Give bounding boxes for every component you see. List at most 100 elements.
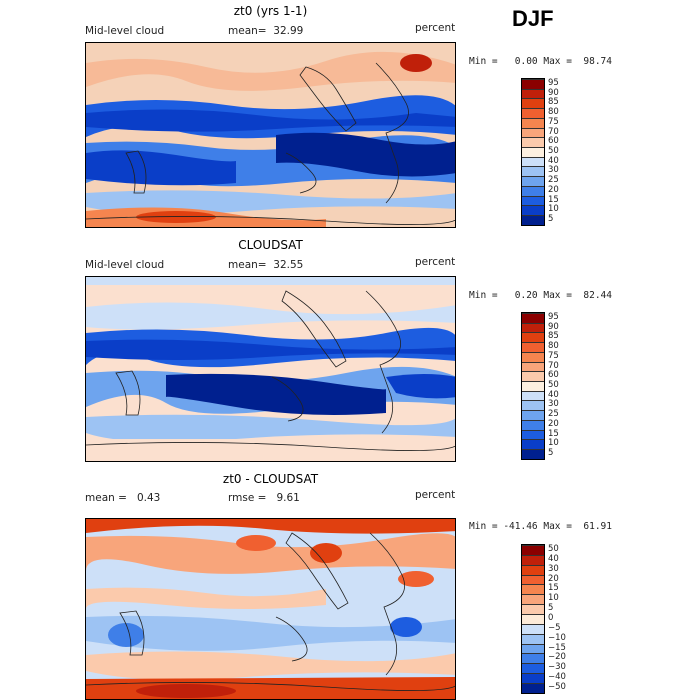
colorbar-tick-label: 80	[548, 341, 559, 352]
units-label: percent	[415, 489, 456, 501]
colorbar-swatch	[522, 604, 544, 615]
colorbar-tick-label: 10	[548, 438, 559, 449]
colorbar-tick-label: −20	[548, 652, 566, 663]
stat-label: rmse =	[228, 492, 267, 504]
colorbar-tick-label: 60	[548, 370, 559, 381]
colorbar-swatch	[522, 205, 544, 216]
stat-value: 32.55	[273, 259, 304, 271]
colorbar-swatch	[522, 381, 544, 391]
colorbar-tick-label: 75	[548, 350, 559, 361]
colorbar-tick-label: −5	[548, 622, 561, 633]
colorbar-tick-label: 85	[548, 331, 559, 342]
colorbar-swatch	[522, 683, 544, 693]
colorbar-swatch	[522, 156, 544, 167]
colorbar-tick-label: 50	[548, 543, 559, 554]
min-max-readout: Min = -41.46 Max = 61.91	[469, 521, 612, 532]
colorbar-tick-label: 95	[548, 77, 559, 88]
colorbar-tick-label: 10	[548, 204, 559, 215]
colorbar-swatch	[522, 176, 544, 186]
colorbar-swatch	[522, 449, 544, 459]
colorbar-tick-label: 60	[548, 136, 559, 147]
colorbar-swatch	[522, 643, 544, 654]
colorbar-tick-label: −30	[548, 662, 566, 673]
colorbar-tick-label: −10	[548, 632, 566, 643]
panel-model: zt0 (yrs 1-1) Mid-level cloud mean= 32.9…	[0, 0, 700, 232]
colorbar-swatch	[522, 390, 544, 401]
colorbar-swatch	[522, 633, 544, 644]
colorbar-tick-label: 15	[548, 194, 559, 205]
min-max-readout: Min = 0.20 Max = 82.44	[469, 290, 612, 301]
colorbar-swatch	[522, 361, 544, 372]
map-field-svg	[86, 43, 455, 227]
colorbar-swatch	[522, 195, 544, 206]
colorbar-swatch	[522, 614, 544, 624]
colorbar-swatch	[522, 166, 544, 177]
colorbar-swatch	[522, 351, 544, 362]
colorbar-tick-label: 5	[548, 448, 554, 459]
stat-label: mean=	[228, 259, 267, 271]
stat-label: mean=	[228, 25, 267, 37]
colorbar-swatch	[522, 79, 544, 89]
colorbar-tick-label: 90	[548, 321, 559, 332]
colorbar	[521, 312, 545, 460]
colorbar-swatch	[522, 215, 544, 225]
colorbar-tick-label: 40	[548, 155, 559, 166]
colorbar-tick-label: 95	[548, 311, 559, 322]
colorbar-tick-label: 30	[548, 563, 559, 574]
colorbar-tick-label: 70	[548, 126, 559, 137]
colorbar-swatch	[522, 584, 544, 595]
colorbar-swatch	[522, 623, 544, 634]
variable-label: Mid-level cloud	[85, 259, 165, 271]
colorbar-swatch	[522, 410, 544, 420]
mean-label: mean = 0.43	[85, 492, 160, 504]
colorbar-swatch	[522, 117, 544, 128]
mean-label: mean= 32.99	[228, 25, 303, 37]
variable-value: 0.43	[136, 492, 161, 504]
colorbar-tick-label: 25	[548, 175, 559, 186]
map-field-svg	[86, 277, 455, 461]
colorbar-tick-label: 50	[548, 380, 559, 390]
colorbar-swatch	[522, 439, 544, 450]
colorbar-swatch	[522, 663, 544, 674]
panel-difference: zt0 - CLOUDSAT mean = 0.43 rmse = 9.61 p…	[0, 468, 700, 700]
colorbar-swatch	[522, 554, 544, 565]
colorbar-swatch	[522, 88, 544, 99]
colorbar-swatch	[522, 322, 544, 333]
colorbar-swatch	[522, 127, 544, 138]
rmse-label: rmse = 9.61	[228, 492, 300, 504]
map-plot	[85, 518, 456, 700]
colorbar-swatch	[522, 137, 544, 148]
stat-value: 32.99	[273, 25, 304, 37]
colorbar-tick-label: 40	[548, 389, 559, 400]
colorbar-tick-label: 85	[548, 97, 559, 108]
stat-value: 9.61	[276, 492, 300, 504]
colorbar-swatch	[522, 108, 544, 118]
colorbar-swatch	[522, 342, 544, 352]
units-label: percent	[415, 22, 456, 34]
colorbar-swatch	[522, 574, 544, 585]
colorbar-swatch	[522, 653, 544, 664]
colorbar-swatch	[522, 419, 544, 430]
colorbar-tick-label: 50	[548, 146, 559, 156]
colorbar-tick-label: 15	[548, 428, 559, 439]
colorbar-swatch	[522, 98, 544, 109]
colorbar-tick-label: −50	[548, 682, 566, 693]
colorbar-swatch	[522, 429, 544, 440]
map-plot	[85, 276, 456, 462]
panel-observation: CLOUDSAT Mid-level cloud mean= 32.55 per…	[0, 234, 700, 466]
colorbar-tick-label: 40	[548, 553, 559, 564]
colorbar-swatch	[522, 332, 544, 343]
min-max-readout: Min = 0.00 Max = 98.74	[469, 56, 612, 67]
colorbar-swatch	[522, 185, 544, 196]
colorbar-tick-label: 0	[548, 613, 554, 623]
colorbar-swatch	[522, 545, 544, 555]
colorbar-tick-label: −40	[548, 672, 566, 683]
colorbar-tick-label: 20	[548, 418, 559, 429]
colorbar	[521, 544, 545, 694]
colorbar	[521, 78, 545, 226]
colorbar-tick-label: 90	[548, 87, 559, 98]
colorbar-tick-label: 10	[548, 593, 559, 604]
colorbar-swatch	[522, 371, 544, 382]
colorbar-tick-label: 5	[548, 214, 554, 225]
units-label: percent	[415, 256, 456, 268]
